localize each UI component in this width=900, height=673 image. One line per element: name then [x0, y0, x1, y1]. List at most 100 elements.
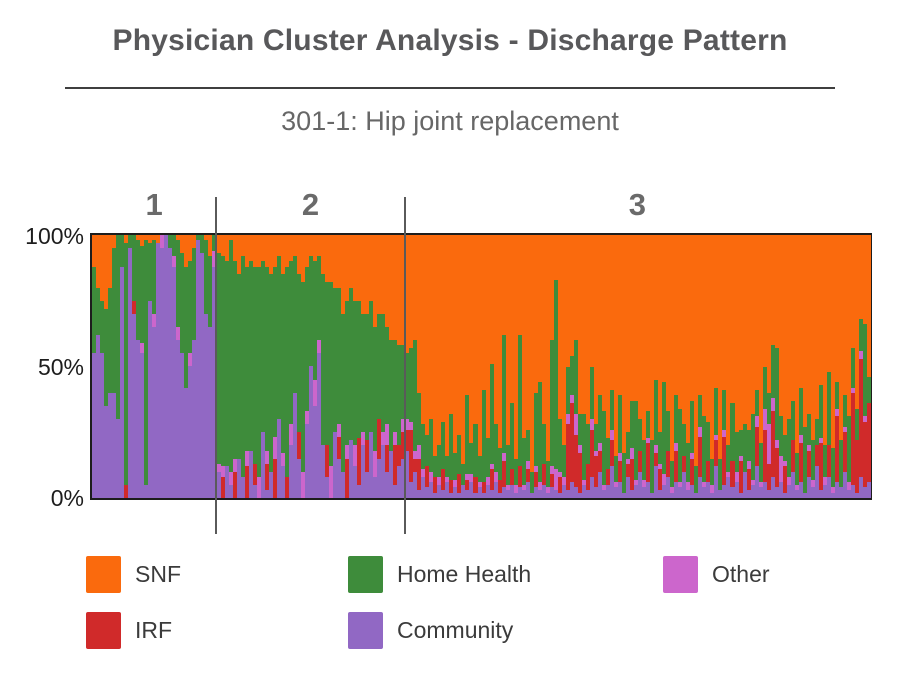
bar-segment-other [630, 448, 635, 459]
bar-segment-home-health [686, 442, 691, 483]
bar-segment-community [260, 432, 265, 498]
bar-segment-snf [441, 235, 446, 422]
bar-segment-snf [176, 235, 181, 241]
bar-segment-home-health [529, 471, 534, 493]
stacked-bar [288, 235, 293, 498]
bar-segment-other [690, 453, 695, 459]
bar-segment-snf [425, 235, 430, 435]
bar-segment-snf [726, 235, 731, 446]
stacked-bar [413, 235, 418, 498]
bar-segment-other [353, 445, 358, 467]
bar-segment-home-health [846, 416, 851, 483]
bar-segment-snf [573, 235, 578, 341]
bar-segment-home-health [369, 300, 374, 433]
bar-segment-irf [252, 463, 257, 485]
bar-segment-snf [144, 235, 149, 241]
bar-segment-community [834, 482, 839, 498]
bar-segment-home-health [248, 261, 253, 451]
bar-segment-snf [320, 235, 325, 275]
bar-segment-snf [240, 235, 245, 257]
bar-segment-irf [324, 445, 329, 477]
bar-segment-community [108, 392, 113, 498]
stacked-bar [349, 235, 354, 498]
bar-segment-other [405, 419, 410, 430]
bar-segment-other [244, 450, 249, 467]
stacked-bar [718, 235, 723, 498]
bar-segment-home-health [545, 461, 550, 488]
stacked-bar [473, 235, 478, 498]
bar-segment-snf [373, 235, 378, 328]
bar-segment-other [698, 426, 703, 438]
bar-segment-home-health [585, 424, 590, 464]
bar-segment-home-health [136, 240, 141, 341]
bar-segment-snf [863, 235, 868, 325]
bar-segment-community [365, 471, 370, 498]
stacked-bar [120, 235, 125, 498]
stacked-bar [385, 235, 390, 498]
bar-segment-home-health [280, 274, 285, 454]
bar-segment-snf [437, 235, 442, 446]
bar-segment-community [533, 487, 538, 498]
bar-segment-snf [549, 235, 554, 341]
bar-segment-community [449, 492, 454, 498]
bar-segment-other [714, 434, 719, 441]
stacked-bar [822, 235, 827, 498]
bar-segment-home-health [610, 390, 615, 430]
bar-segment-community [453, 487, 458, 498]
bar-segment-other [654, 445, 659, 454]
bar-segment-other [413, 450, 418, 459]
bar-segment-snf [561, 235, 566, 446]
cluster-label-2: 2 [301, 187, 320, 222]
stacked-bar [336, 235, 341, 498]
bar-segment-home-health [92, 266, 97, 354]
bar-segment-community [529, 492, 534, 498]
bar-segment-irf [132, 300, 137, 314]
bar-segment-home-health [630, 400, 635, 449]
bar-segment-snf [610, 235, 615, 391]
bar-segment-snf [814, 235, 819, 420]
bar-segment-other [674, 442, 679, 451]
bar-segment-community [778, 482, 783, 498]
bar-segment-irf [630, 458, 635, 491]
bar-segment-community [180, 353, 185, 498]
bar-segment-snf [361, 235, 366, 314]
bar-segment-home-health [863, 324, 868, 417]
stacked-bar [863, 235, 868, 498]
stacked-bar [208, 235, 213, 498]
bar-segment-home-health [533, 392, 538, 467]
bar-segment-irf [525, 469, 530, 483]
stacked-bar [244, 235, 249, 498]
bar-segment-community [802, 492, 807, 498]
stacked-bar [340, 235, 345, 498]
bar-segment-community [646, 482, 651, 498]
bar-segment-home-health [826, 371, 831, 446]
bar-segment-home-health [449, 413, 454, 480]
bar-segment-snf [485, 235, 490, 438]
stacked-bar [152, 235, 157, 498]
bar-segment-snf [280, 235, 285, 275]
bar-segment-irf [762, 429, 767, 483]
bar-segment-community [172, 266, 177, 498]
stacked-bar [614, 235, 619, 498]
bar-segment-snf [104, 235, 109, 309]
bar-segment-other [726, 471, 731, 477]
bar-segment-community [433, 492, 438, 498]
bar-segment-community [208, 327, 213, 498]
bar-segment-home-health [389, 340, 394, 451]
bar-segment-community [340, 471, 345, 498]
stacked-bar [786, 235, 791, 498]
bar-segment-community [417, 490, 422, 498]
stacked-bar [381, 235, 386, 498]
stacked-bar [561, 235, 566, 498]
bar-segment-community [758, 487, 763, 498]
bar-segment-other [232, 458, 237, 472]
bar-segment-other [762, 408, 767, 430]
stacked-bar [722, 235, 727, 498]
stacked-bars-container [92, 235, 872, 498]
bar-segment-snf [353, 235, 358, 301]
bar-segment-community [577, 492, 582, 498]
bar-segment-irf [409, 429, 414, 483]
bar-segment-home-health [120, 235, 125, 267]
bar-segment-snf [601, 235, 606, 412]
bar-segment-irf [393, 445, 398, 485]
